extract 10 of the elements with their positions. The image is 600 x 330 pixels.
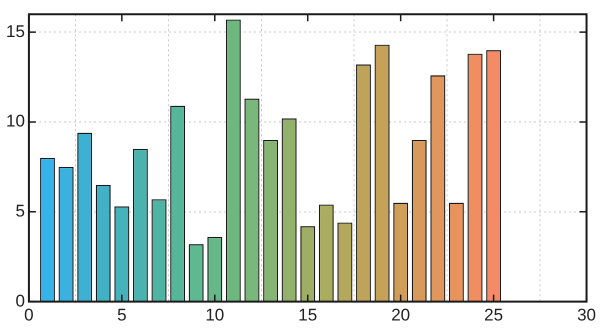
x-tick-label: 30 bbox=[577, 305, 596, 324]
y-tick-label: 10 bbox=[6, 112, 25, 131]
x-tick-label: 10 bbox=[205, 305, 224, 324]
x-tick-label: 25 bbox=[484, 305, 504, 324]
y-tick-label: 0 bbox=[15, 291, 25, 310]
y-tick-label: 5 bbox=[15, 201, 25, 220]
x-tick-label: 15 bbox=[298, 305, 318, 324]
y-tick-label: 15 bbox=[6, 22, 25, 41]
x-tick-label: 5 bbox=[117, 305, 127, 324]
x-tick-label: 20 bbox=[391, 305, 410, 324]
